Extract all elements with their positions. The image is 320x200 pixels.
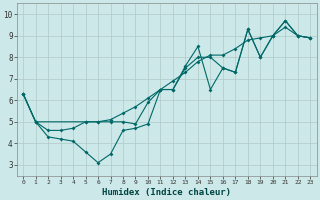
X-axis label: Humidex (Indice chaleur): Humidex (Indice chaleur) xyxy=(102,188,231,197)
